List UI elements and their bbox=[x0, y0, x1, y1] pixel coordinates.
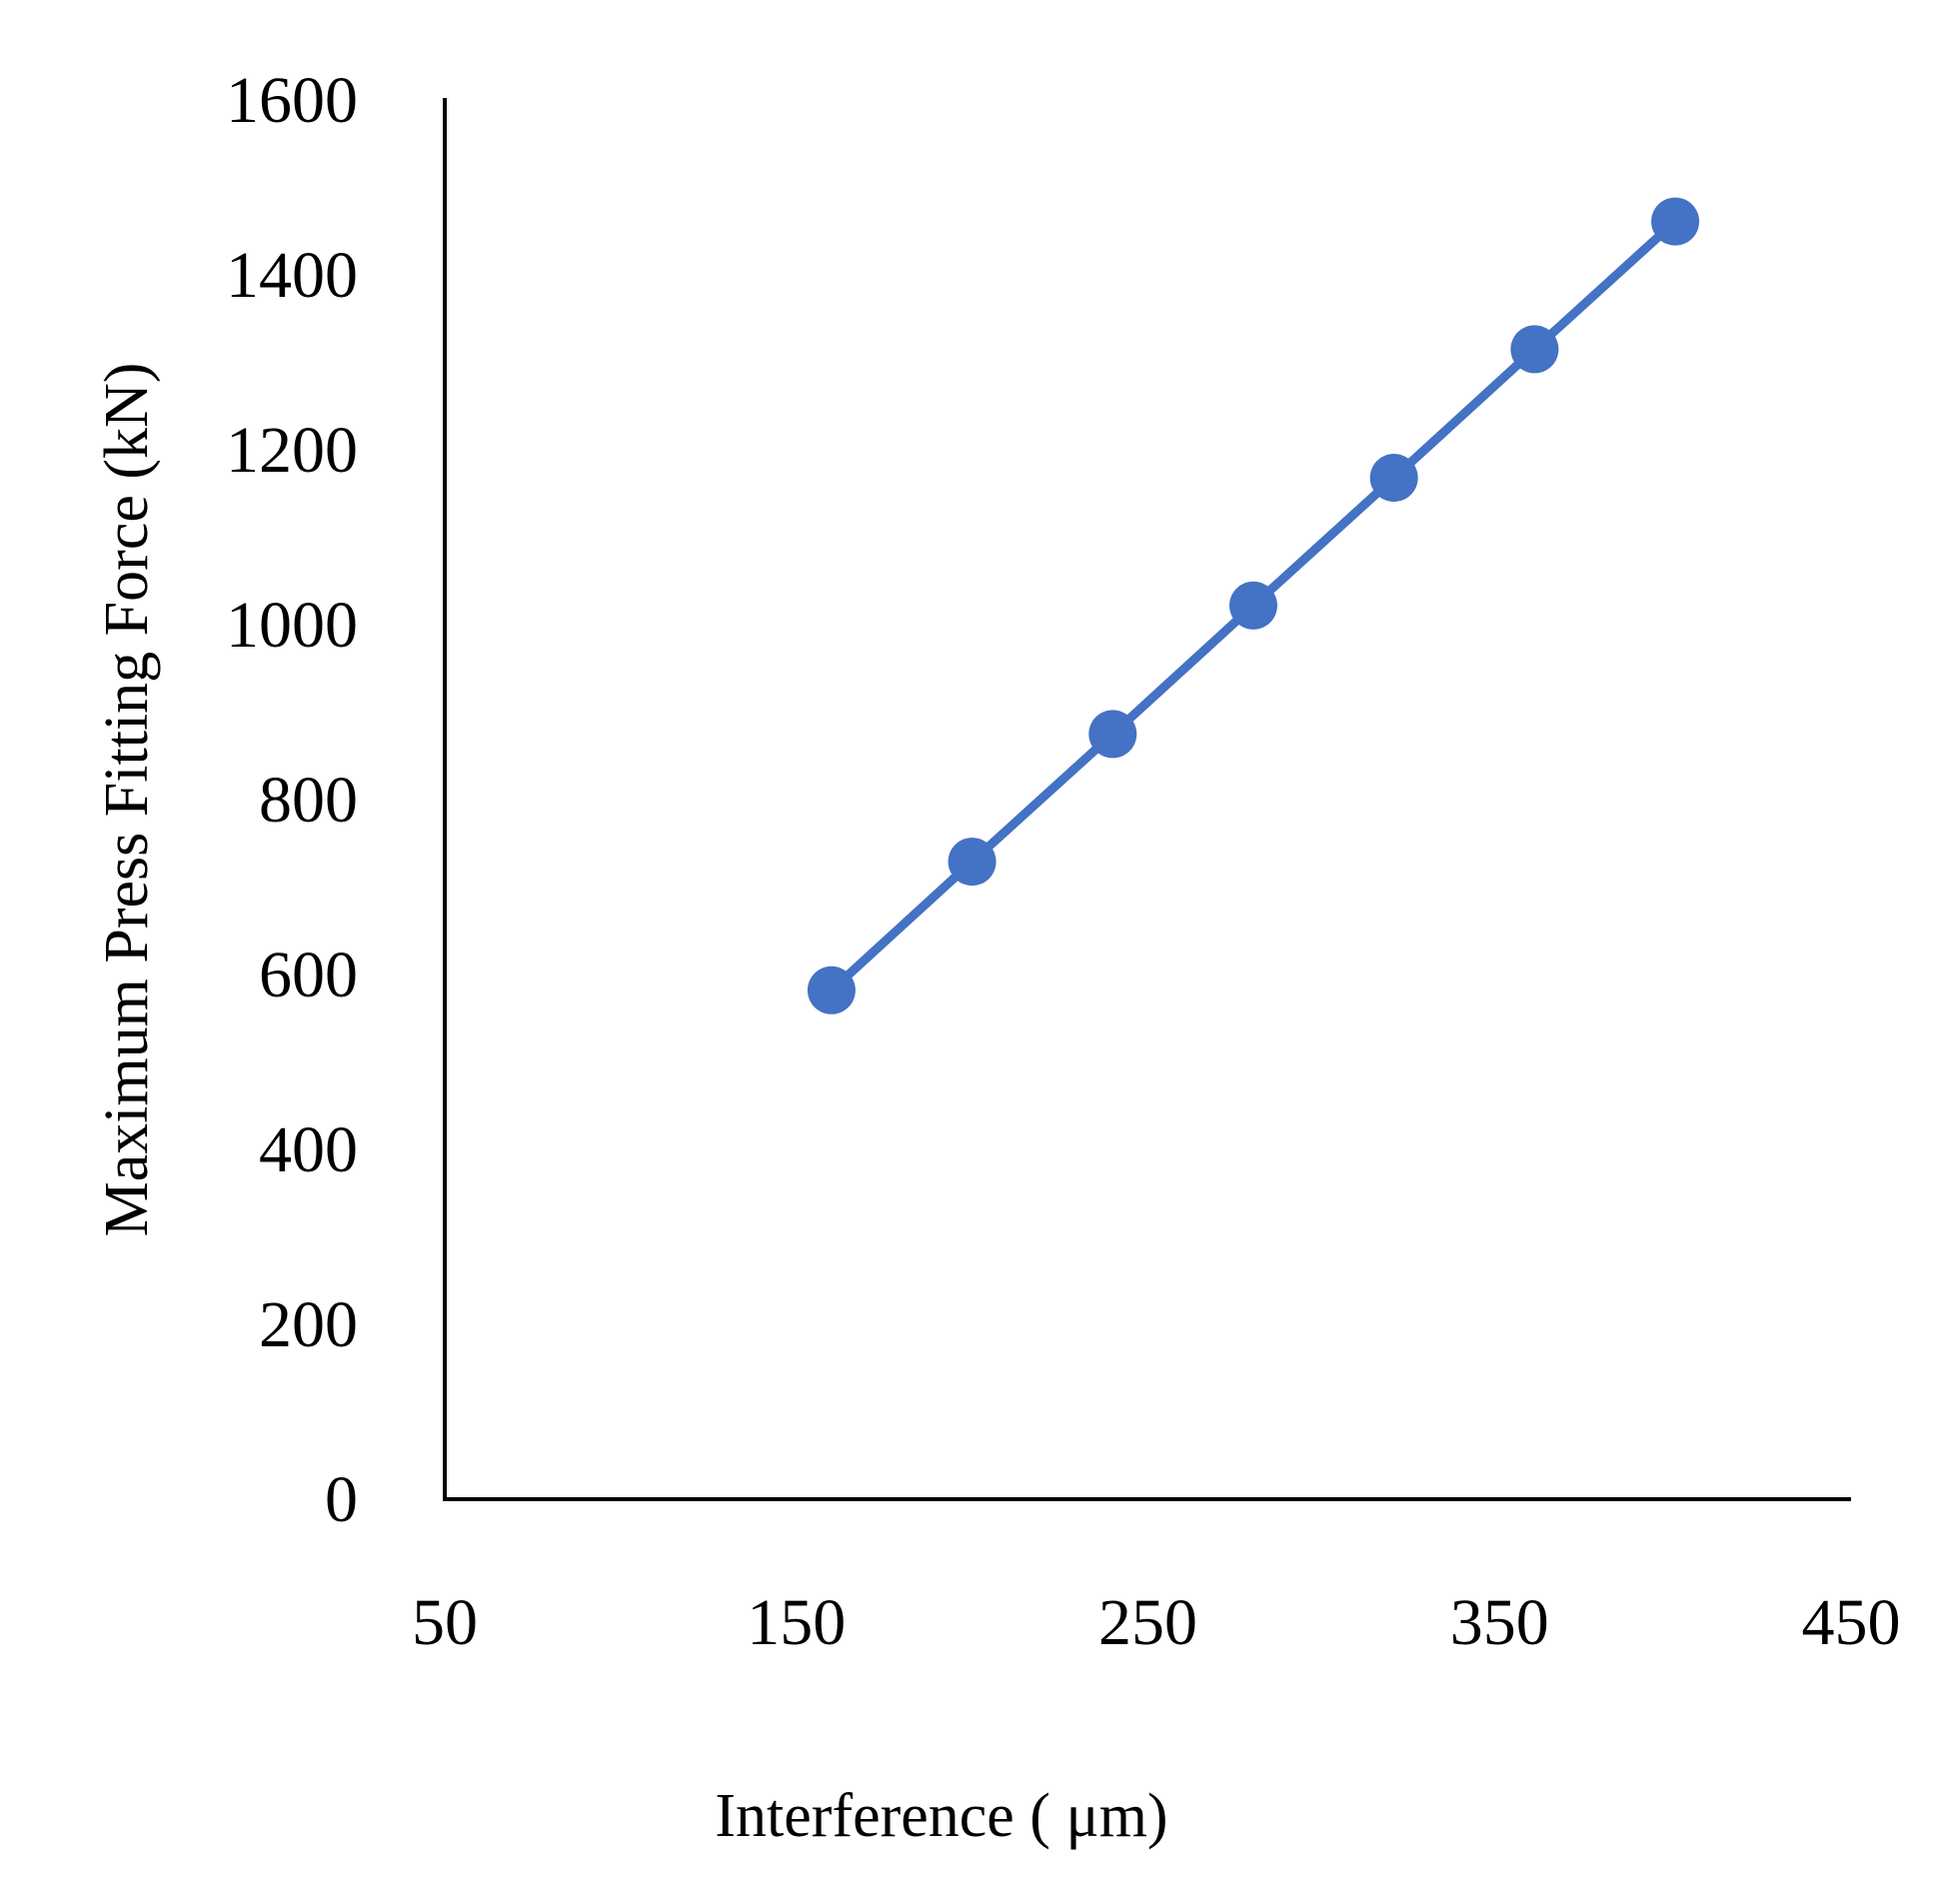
marks-layer bbox=[807, 197, 1700, 1014]
y-axis-title: Maximum Press Fitting Force (kN) bbox=[93, 363, 161, 1237]
x-tick-label: 150 bbox=[747, 1586, 846, 1659]
y-tick-label: 400 bbox=[259, 1113, 358, 1186]
y-tick-label: 200 bbox=[259, 1288, 358, 1361]
x-tick-label: 50 bbox=[412, 1586, 478, 1659]
data-point bbox=[1369, 454, 1418, 502]
data-point bbox=[1651, 197, 1700, 246]
data-point bbox=[1229, 581, 1277, 630]
y-tick-label: 600 bbox=[259, 939, 358, 1011]
y-tick-label: 1000 bbox=[226, 589, 358, 662]
ticks-layer: 0 200 400 600 800 1000 1200 1400 1600 50 150 250 350… bbox=[226, 64, 1901, 1659]
x-tick-label: 250 bbox=[1098, 1586, 1197, 1659]
x-axis-title: Interference ( μm) bbox=[715, 1782, 1167, 1850]
x-tick-label: 350 bbox=[1450, 1586, 1549, 1659]
data-point bbox=[1510, 325, 1559, 374]
y-tick-label: 1400 bbox=[226, 239, 358, 312]
y-tick-label: 1200 bbox=[226, 414, 358, 487]
data-point bbox=[1088, 710, 1137, 759]
data-point bbox=[948, 838, 996, 887]
y-tick-label: 0 bbox=[325, 1463, 358, 1536]
y-tick-label: 1600 bbox=[226, 64, 358, 137]
data-point bbox=[807, 965, 856, 1014]
x-tick-label: 450 bbox=[1802, 1586, 1901, 1659]
y-tick-label: 800 bbox=[259, 764, 358, 837]
